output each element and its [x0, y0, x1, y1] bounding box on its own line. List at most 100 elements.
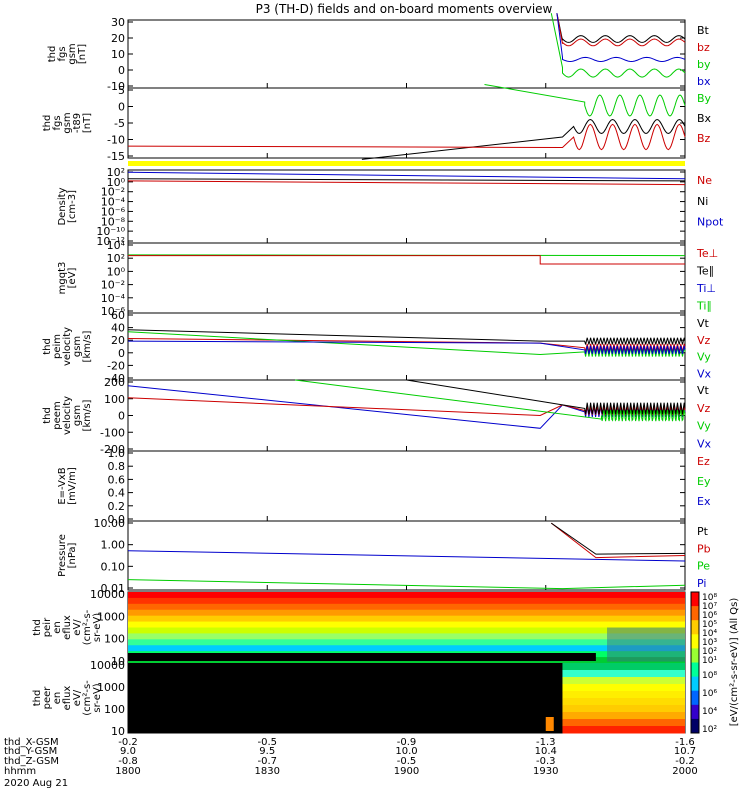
colorbar-tick-label: 10⁴ — [702, 629, 717, 639]
legend-entry: bx — [697, 75, 711, 88]
colorbar-swatch — [691, 676, 699, 692]
colorbar-tick-label: 10⁴ — [702, 707, 717, 717]
y-axis-label-line: peer — [42, 686, 53, 710]
y-tick-label: 0.10 — [101, 560, 126, 573]
colorbar-tick-label: 10⁶ — [702, 689, 717, 699]
colorbar-swatch — [691, 620, 699, 635]
y-axis-label-line: en — [52, 621, 63, 634]
y-axis-label-line: Pressure — [57, 534, 68, 577]
y-tick-label: 30 — [111, 16, 125, 29]
spectrogram-band — [128, 653, 596, 661]
y-axis-label-line: Density — [57, 187, 68, 225]
figure-title: P3 (TH-D) fields and on-board moments ov… — [256, 2, 553, 16]
y-axis-label-line: gsm — [72, 336, 83, 357]
trace-pi — [127, 550, 686, 562]
y-tick-label: -10 — [107, 80, 125, 93]
colorbar-tick-label: 10⁵ — [702, 620, 717, 630]
y-tick-label: 0.2 — [108, 500, 126, 513]
ephemeris-label: thd_X-GSM — [4, 737, 59, 748]
y-axis-label-line: eflux — [62, 615, 73, 640]
spectrogram-band — [128, 645, 685, 652]
ephemeris-value: 10.7 — [674, 746, 696, 757]
y-axis-label-line: velocity — [62, 396, 73, 435]
y-tick-label: 10⁻⁶ — [101, 205, 126, 218]
y-axis-label-line: thd — [42, 115, 53, 132]
colorbar-swatch — [691, 718, 699, 734]
y-axis-label-line: [mV/m] — [67, 467, 78, 505]
legend-entry: Bt — [697, 24, 710, 37]
y-axis-label: thdfgsgsm[nT] — [47, 43, 88, 64]
spectrogram-band — [545, 717, 554, 731]
trace-By — [484, 84, 686, 117]
y-tick-label: 0 — [118, 101, 125, 114]
y-tick-label: 0.8 — [108, 460, 126, 473]
y-tick-label: -10 — [107, 134, 125, 147]
y-tick-label: -100 — [100, 426, 125, 439]
y-tick-label: 10 — [111, 725, 125, 738]
ephemeris-value: -0.5 — [257, 737, 277, 748]
panel-fgs_gsm_t89: 5 0 -5 -10 -15 thdfgsgsm-t89[nT] By Bx Bz — [42, 84, 712, 163]
spectrogram-band — [562, 684, 685, 692]
ephemeris-table: thd_X-GSM -0.2 -0.5 -0.9 -1.3 -1.6 thd_Y-GSM 9.… — [4, 737, 698, 789]
y-axis-label-line: thd — [32, 690, 43, 707]
y-axis-label-line: sr-eV) — [92, 683, 103, 712]
ephemeris-value: -1.6 — [675, 737, 695, 748]
y-axis-label-line: peem — [52, 401, 63, 429]
trace-npot — [127, 171, 686, 180]
panel-frame — [127, 19, 686, 89]
trace-bt — [556, 13, 686, 43]
spectrogram-band — [562, 691, 685, 699]
y-axis-label-line: gsm — [67, 43, 78, 64]
legend-entry: Vt — [697, 384, 710, 397]
y-tick-label: 0 — [118, 64, 125, 77]
ephemeris-value: 9.5 — [259, 746, 275, 757]
y-tick-label: 10⁰ — [107, 176, 126, 189]
legend-entry: Ti⊥ — [696, 282, 716, 295]
y-axis-label-line: [km/s] — [82, 330, 93, 362]
colorbar-swatch — [691, 648, 699, 663]
spectrogram-band — [128, 609, 685, 617]
y-tick-label: 10.00 — [94, 517, 126, 530]
y-axis-label: Pressure[nPa] — [57, 534, 78, 577]
y-axis-label-line: sr-eV) — [92, 613, 103, 642]
flag-bar — [128, 161, 685, 166]
panel-frame — [127, 242, 686, 314]
y-axis-label-line: [nPa] — [67, 542, 78, 568]
legend-entry: Pt — [697, 525, 709, 538]
ephemeris-value: 2000 — [672, 766, 697, 777]
y-tick-label: 0.6 — [108, 473, 126, 486]
y-tick-label: 10 — [111, 48, 125, 61]
y-tick-label: 60 — [111, 309, 125, 322]
colorbar-swatch — [691, 634, 699, 649]
y-axis-label-line: gsm — [72, 405, 83, 426]
trace-vy2 — [295, 379, 686, 422]
legend-entry: Vy — [697, 420, 711, 433]
y-axis-label: Density[cm-3] — [57, 187, 78, 225]
y-tick-label: 10 — [111, 655, 125, 668]
legend-entry: Vz — [697, 402, 711, 415]
legend-entry: Ez — [697, 455, 710, 468]
trace-Bx — [361, 118, 686, 160]
spectrogram-band — [128, 615, 685, 623]
y-tick-label: -15 — [107, 150, 125, 163]
y-axis-label-line: fgs — [57, 46, 68, 61]
trace-bz — [556, 13, 686, 47]
spectrogram-band — [562, 698, 685, 706]
spectrogram-band — [562, 719, 685, 727]
legend-entry: Pe — [697, 560, 710, 573]
y-axis-label-line: thd — [47, 46, 58, 63]
y-axis-label-line: thd — [42, 338, 53, 355]
y-axis-label-line: gsm — [62, 112, 73, 133]
trace-vt — [127, 329, 686, 345]
y-tick-label: 0 — [118, 347, 125, 360]
panel-frame — [127, 87, 686, 159]
y-axis-label-line: [nT] — [82, 113, 93, 133]
colorbar-swatch — [691, 704, 699, 720]
trace-vt2 — [406, 379, 686, 415]
legend-entry: Ey — [697, 475, 711, 488]
legend-entry: by — [697, 58, 711, 71]
y-axis-label: thdpeemvelocitygsm[km/s] — [42, 396, 93, 435]
ephemeris-value: 9.0 — [120, 746, 136, 757]
